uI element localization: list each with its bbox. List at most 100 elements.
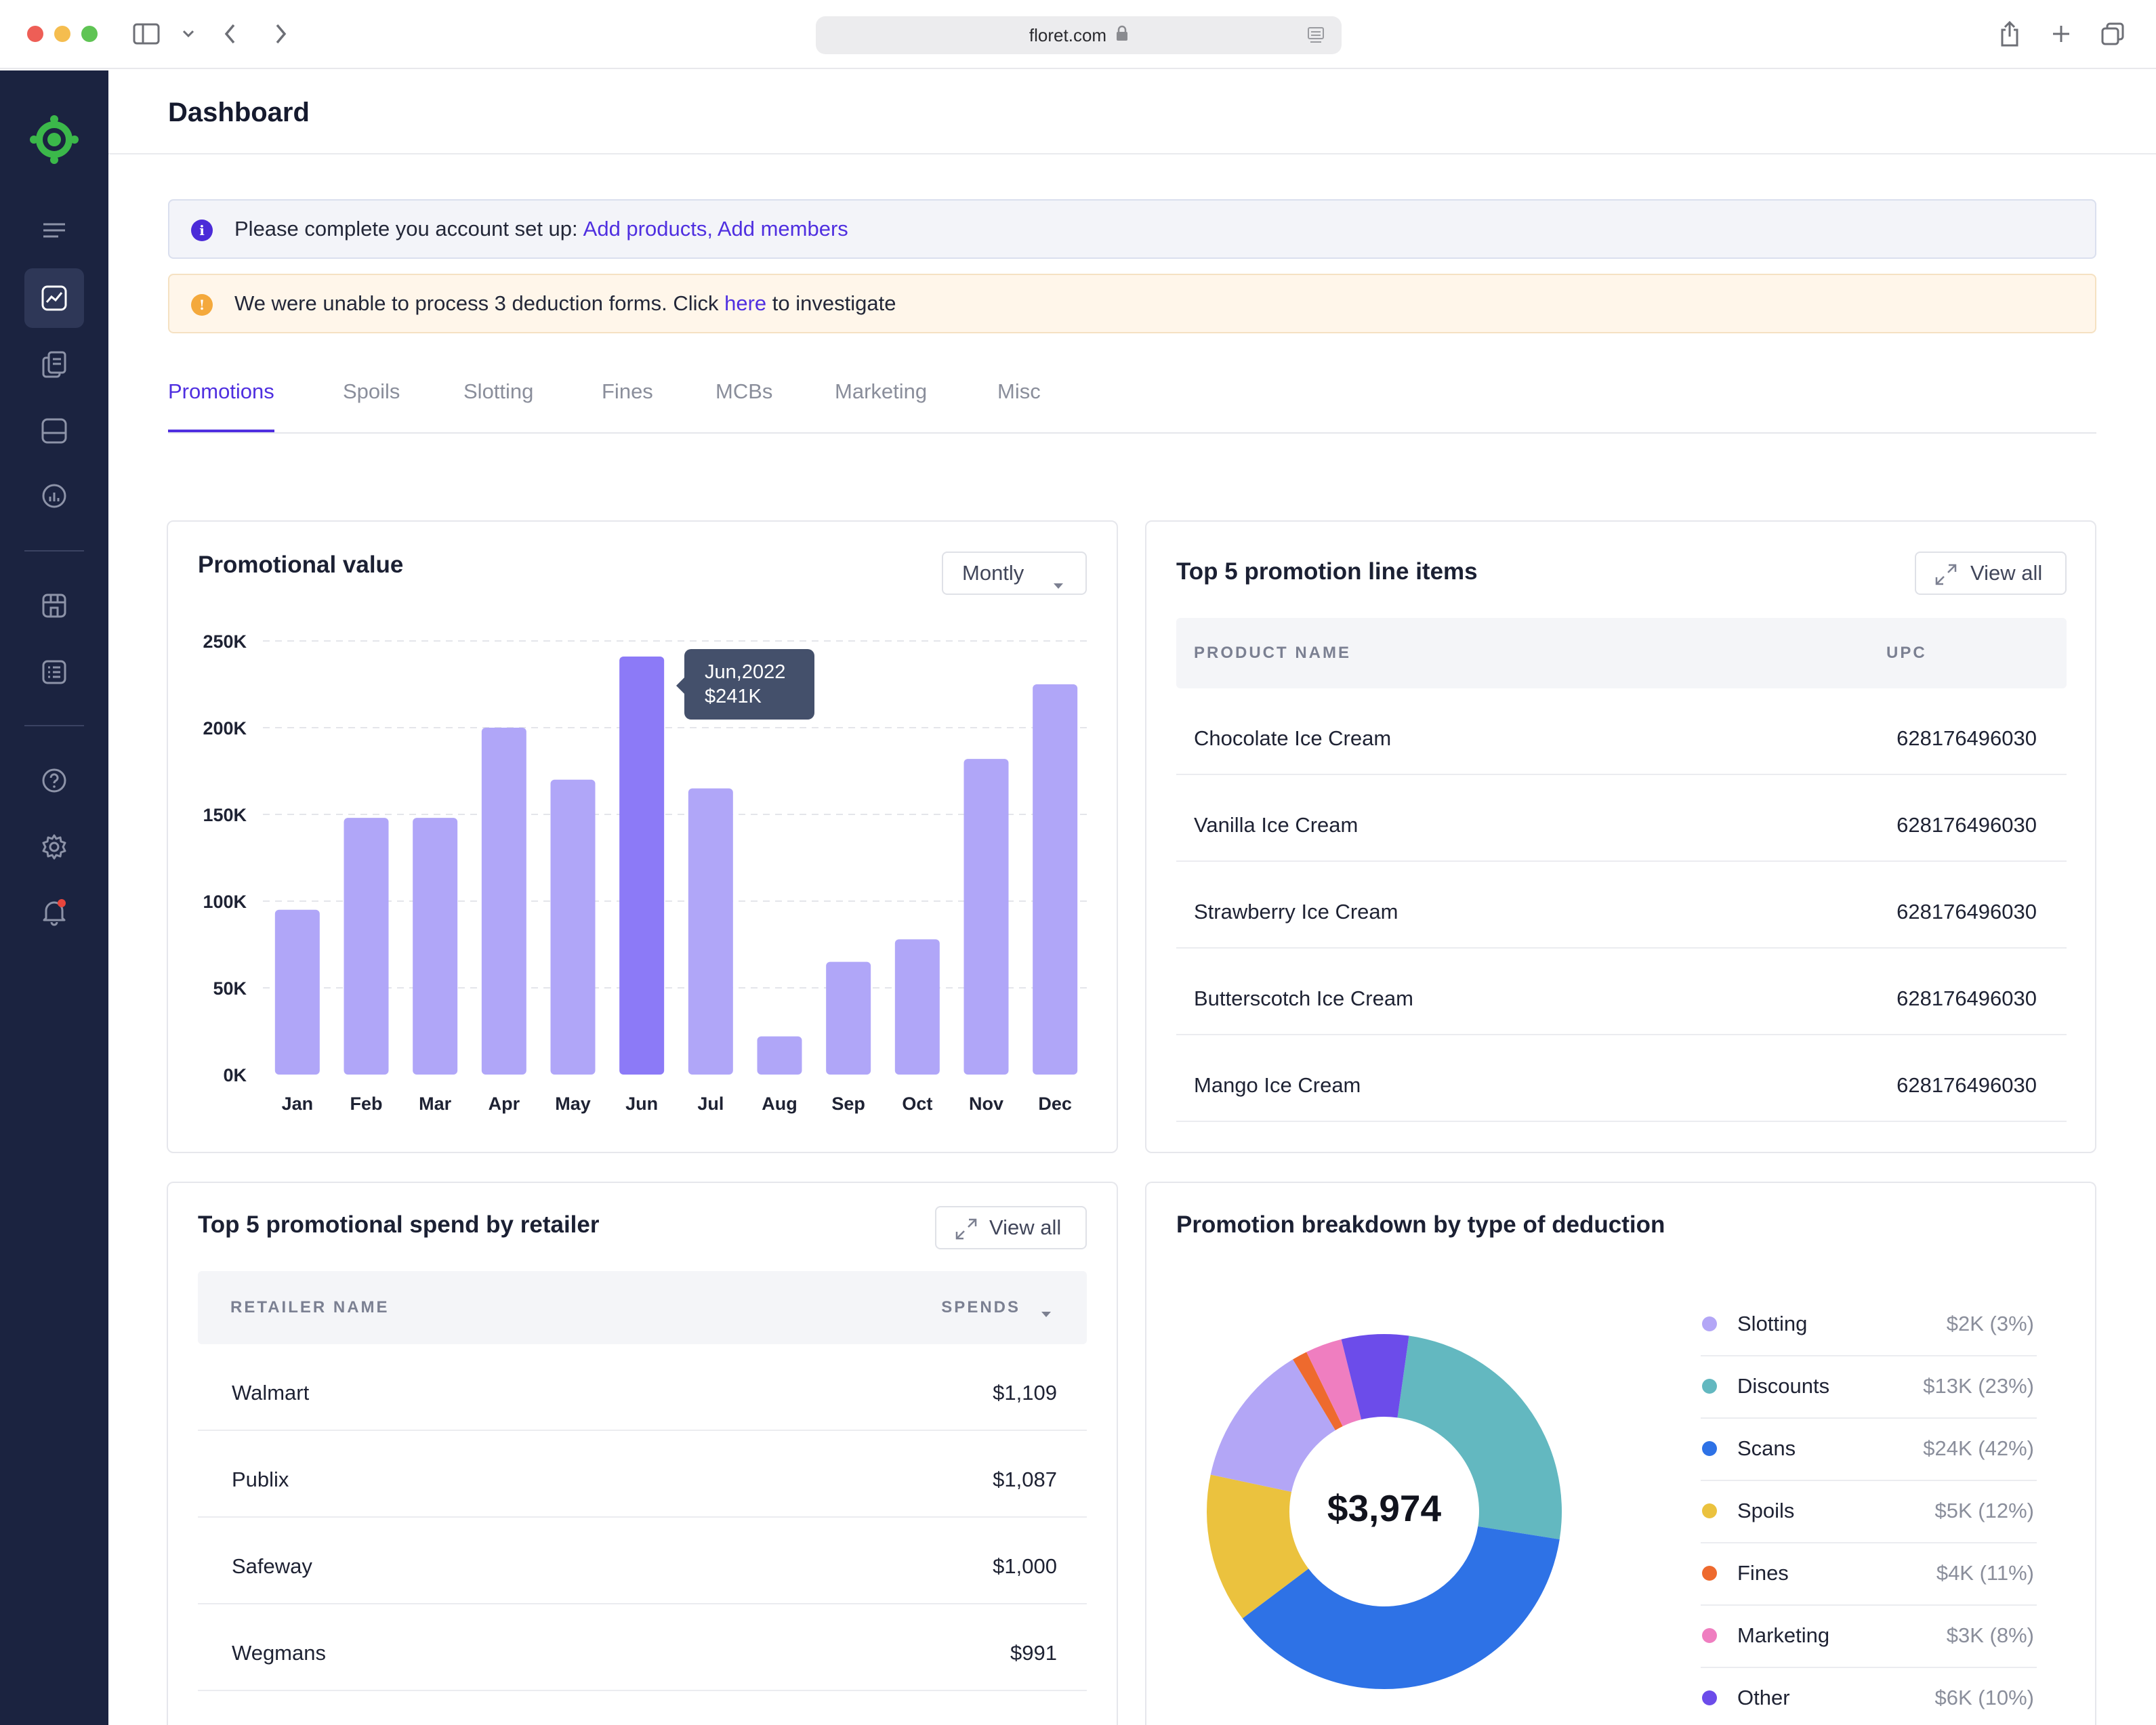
menu-icon[interactable] [24,201,84,260]
store-icon[interactable] [24,576,84,636]
deduction-donut-chart [1207,1334,1562,1689]
bar-jul [688,788,733,1075]
tab-marketing[interactable]: Marketing [835,379,928,403]
analytics-icon[interactable] [24,466,84,526]
retailer-name: Wegmans [232,1641,326,1665]
table-row[interactable]: Butterscotch Ice Cream 628176496030 [1176,949,2067,1035]
period-select[interactable]: Montly [942,552,1087,595]
donut-slice-other [1341,1334,1409,1420]
legend-item-slotting: Slotting $2K (3%) [1701,1294,2037,1356]
legend-swatch [1702,1441,1717,1456]
sidebar-divider [24,550,84,552]
legend-value: $13K (23%) [1923,1374,2034,1398]
expand-icon [1934,562,1958,592]
close-window-button[interactable] [27,26,43,42]
help-icon[interactable] [24,751,84,810]
tab-overview-icon[interactable] [2098,19,2128,49]
legend-label: Marketing [1737,1623,1830,1647]
legend-label: Other [1737,1686,1790,1709]
share-icon[interactable] [1995,19,2025,49]
x-tick-label: Aug [762,1094,797,1114]
legend-item-scans: Scans $24K (42%) [1701,1419,2037,1481]
chevron-down-icon[interactable] [173,19,203,49]
add-products-members-link[interactable]: Add products, Add members [583,217,848,241]
browser-toolbar: floret.com [0,0,2156,69]
lock-icon [1116,25,1128,46]
table-row[interactable]: Strawberry Ice Cream 628176496030 [1176,862,2067,949]
deduction-warning-banner: ! We were unable to process 3 deduction … [168,274,2096,333]
legend-item-spoils: Spoils $5K (12%) [1701,1481,2037,1543]
x-tick-label: Jun [625,1094,658,1114]
product-name: Chocolate Ice Cream [1194,726,1392,750]
table-row[interactable]: Publix $1,087 [198,1431,1087,1518]
table-header: PRODUCT NAME UPC [1176,618,2067,688]
table-header: RETAILER NAME SPENDS [198,1271,1087,1344]
dashboard-icon[interactable] [24,268,84,328]
tab-spoils[interactable]: Spoils [343,379,400,403]
table-row[interactable]: Walmart $1,109 [198,1344,1087,1431]
table-row[interactable]: Vanilla Ice Cream 628176496030 [1176,775,2067,862]
legend-value: $2K (3%) [1946,1312,2034,1335]
product-name: Strawberry Ice Cream [1194,900,1398,923]
x-tick-label: May [555,1094,591,1114]
legend-label: Scans [1737,1436,1796,1460]
legend-value: $6K (10%) [1934,1686,2034,1709]
floret-logo[interactable] [28,114,80,165]
table-row[interactable]: Chocolate Ice Cream 628176496030 [1176,688,2067,775]
tab-promotions[interactable]: Promotions [168,379,274,432]
address-bar[interactable]: floret.com [816,16,1342,54]
bar-aug [757,1036,802,1075]
tab-fines[interactable]: Fines [602,379,653,403]
column-header-spends[interactable]: SPENDS [941,1298,1020,1316]
sidebar-toggle-icon[interactable] [131,19,161,49]
view-all-retailers-button[interactable]: View all [935,1206,1087,1249]
tab-mcbs[interactable]: MCBs [716,379,773,403]
sidebar [0,70,108,1725]
view-all-label: View all [989,1215,1062,1239]
column-header-product-name: PRODUCT NAME [1194,644,1351,662]
investigate-here-link[interactable]: here [724,291,767,315]
url-text: floret.com [1029,24,1107,45]
product-upc: 628176496030 [1896,813,2037,837]
bar-nov [963,759,1009,1075]
minimize-window-button[interactable] [54,26,70,42]
new-tab-icon[interactable] [2046,19,2076,49]
page-header: Dashboard [108,70,2156,154]
table-row[interactable]: Mango Ice Cream 628176496030 [1176,1035,2067,1122]
documents-icon[interactable] [24,335,84,394]
wallet-icon[interactable] [24,401,84,461]
retailer-spend: $991 [1010,1641,1057,1665]
back-icon[interactable] [215,19,245,49]
info-icon: i [191,220,213,241]
bar-jan [274,909,320,1075]
tab-slotting[interactable]: Slotting [463,379,534,403]
retailer-spend-card: Top 5 promotional spend by retailer View… [167,1182,1118,1725]
donut-slice-discounts [1397,1335,1562,1539]
reader-icon[interactable] [1306,26,1325,49]
donut-slice-slotting [1210,1359,1335,1492]
donut-slice-scans [1242,1526,1560,1689]
legend-item-fines: Fines $4K (11%) [1701,1543,2037,1606]
notification-bell-icon[interactable] [24,882,84,942]
card-title: Top 5 promotion line items [1176,558,1478,585]
tab-misc[interactable]: Misc [997,379,1041,403]
forward-icon[interactable] [266,19,295,49]
legend-swatch [1702,1566,1717,1581]
tooltip-arrow [676,678,684,694]
y-tick-label: 0K [223,1065,247,1085]
maximize-window-button[interactable] [81,26,98,42]
view-all-line-items-button[interactable]: View all [1915,552,2067,595]
legend-value: $24K (42%) [1923,1436,2034,1460]
table-row[interactable]: Wegmans $991 [198,1604,1087,1691]
table-row[interactable]: Safeway $1,000 [198,1518,1087,1604]
product-upc: 628176496030 [1896,726,2037,750]
expand-icon [954,1217,978,1247]
caret-down-icon[interactable] [1041,1304,1052,1323]
chart-tooltip: Jun,2022 $241K [676,649,814,720]
sidebar-divider [24,725,84,726]
promotional-value-chart: 0K 50K 100K 150K 200K 250K Jan Feb Mar Apr May Jun J… [203,631,1090,1114]
list-icon[interactable] [24,642,84,702]
settings-icon[interactable] [24,817,84,877]
legend-item-other: Other $6K (10%) [1701,1668,2037,1725]
y-tick-label: 50K [213,978,247,999]
